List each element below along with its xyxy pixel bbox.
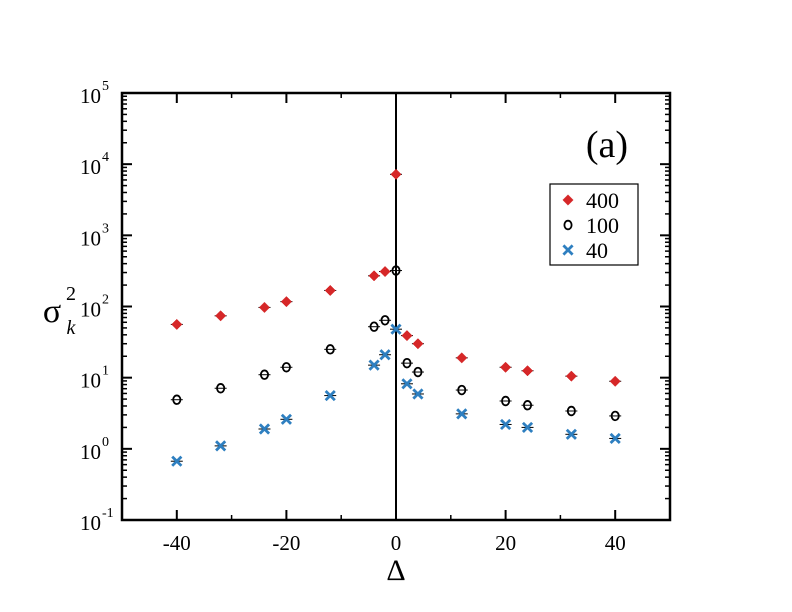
legend-marker: [562, 244, 574, 256]
data-point: [501, 395, 511, 407]
y-tick-label-base: 10: [80, 440, 101, 464]
data-point: [172, 394, 182, 405]
data-point: [280, 413, 292, 425]
y-tick-label-base: 10: [80, 369, 101, 393]
y-tick-label-exponent: 0: [102, 435, 109, 450]
y-tick-label-exponent: 3: [102, 221, 109, 236]
data-point: [325, 344, 335, 355]
legend-item-400: 400: [562, 188, 619, 213]
data-point: [500, 361, 512, 373]
y-tick-label-base: 10: [80, 298, 101, 322]
data-point: [402, 357, 412, 369]
y-tick-label-base: 10: [80, 511, 101, 535]
data-point: [258, 423, 271, 435]
y-axis-label-base: σ: [43, 293, 61, 330]
x-tick-label: 20: [495, 531, 516, 555]
series-400: [170, 168, 622, 387]
data-point: [413, 366, 423, 378]
data-point: [368, 270, 380, 282]
y-tick-label: 10 3: [80, 221, 109, 250]
series-100: [170, 265, 622, 422]
panel-label: (a): [586, 124, 628, 166]
data-point: [281, 362, 291, 373]
y-tick-label-base: 10: [80, 84, 101, 108]
y-tick-label: 10 0: [80, 435, 109, 464]
data-point: [610, 410, 620, 422]
data-point: [565, 370, 577, 382]
data-point: [521, 365, 534, 377]
y-tick-label: 10 2: [80, 293, 109, 322]
data-point: [412, 338, 424, 350]
x-axis-label: Δ: [386, 554, 405, 587]
y-tick-label: 10 1: [80, 364, 109, 393]
y-tick-label-base: 10: [80, 226, 101, 250]
data-point: [401, 378, 413, 390]
legend-item-100: 100: [563, 213, 619, 238]
data-point: [280, 296, 292, 308]
y-tick-label-exponent: 1: [102, 364, 109, 379]
y-tick-label: 10 -1: [80, 506, 114, 535]
y-axis-label-superscript: 2: [66, 283, 76, 305]
data-point: [379, 349, 391, 361]
legend-label: 400: [586, 188, 619, 213]
data-point: [609, 375, 621, 387]
y-tick-label-exponent: -1: [102, 506, 114, 521]
data-point: [368, 359, 380, 371]
legend-item-40: 40: [562, 238, 608, 263]
y-tick-label-exponent: 4: [102, 150, 109, 165]
data-point: [523, 400, 533, 411]
data-point: [456, 352, 468, 364]
data-point: [259, 369, 269, 380]
data-point: [171, 455, 183, 467]
data-point: [324, 284, 336, 297]
x-tick-label: -40: [163, 531, 191, 555]
y-tick-label-exponent: 5: [102, 79, 109, 94]
x-tick-label: 40: [605, 531, 626, 555]
y-tick-label: 10 4: [80, 150, 109, 179]
legend-marker: [562, 194, 574, 206]
data-point: [380, 315, 390, 326]
y-tick-label-exponent: 2: [102, 293, 109, 308]
data-point: [258, 301, 271, 313]
data-point: [171, 318, 183, 330]
y-tick-label-base: 10: [80, 155, 101, 179]
data-point: [566, 405, 576, 417]
data-point: [609, 432, 621, 445]
y-tick-label: 10 5: [80, 79, 109, 108]
data-point: [456, 408, 468, 420]
data-point: [391, 265, 401, 276]
data-point: [216, 383, 226, 394]
legend-label: 40: [586, 238, 608, 263]
data-point: [379, 265, 391, 278]
data-point: [369, 321, 379, 332]
x-tick-label: 0: [391, 531, 402, 555]
legend-label: 100: [586, 213, 619, 238]
data-point: [521, 421, 534, 433]
data-point: [457, 384, 467, 396]
data-point: [390, 323, 402, 335]
data-point: [390, 168, 402, 180]
x-tick-label: -20: [272, 531, 300, 555]
legend-marker: [563, 219, 573, 231]
y-axis-label-subscript: k: [67, 317, 77, 339]
y-axis-label: σ k 2: [43, 283, 77, 339]
data-point: [215, 440, 227, 452]
data-point: [500, 418, 512, 431]
data-point: [324, 389, 336, 402]
data-point: [565, 428, 577, 440]
series-40: [170, 323, 622, 467]
data-point: [412, 388, 424, 400]
data-point: [215, 310, 227, 322]
data-marks: [170, 168, 622, 467]
data-point: [401, 330, 413, 342]
